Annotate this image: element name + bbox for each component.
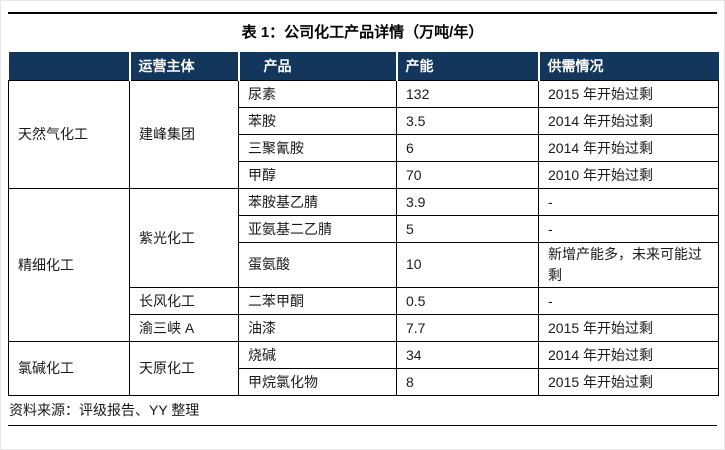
product-cell: 烧碱 <box>238 340 397 369</box>
product-cell: 蛋氨酸 <box>238 241 397 288</box>
product-cell: 苯胺 <box>238 106 397 135</box>
product-cell: 亚氨基二乙腈 <box>238 214 397 243</box>
product-cell: 尿素 <box>238 79 397 108</box>
supply-cell: 2015 年开始过剩 <box>538 367 719 396</box>
operator-cell: 紫光化工 <box>129 187 239 288</box>
operator-cell: 天原化工 <box>129 340 239 396</box>
table-row: 长风化工 二苯甲酮 0.5 - <box>9 286 719 315</box>
table-row: 三聚氰胺 6 2014 年开始过剩 <box>9 133 719 162</box>
supply-cell: 2014 年开始过剩 <box>538 340 719 369</box>
capacity-cell: 7.7 <box>396 313 539 342</box>
bottom-rule <box>8 424 717 426</box>
operator-cell: 建峰集团 <box>129 79 239 189</box>
table-row: 蛋氨酸 10 新增产能多，未来可能过剩 <box>9 241 719 288</box>
table-row: 甲烷氯化物 8 2015 年开始过剩 <box>9 367 719 396</box>
col-header-capacity: 产能 <box>395 52 539 80</box>
supply-cell: 2015 年开始过剩 <box>538 79 719 108</box>
table-row: 苯胺 3.5 2014 年开始过剩 <box>9 106 719 135</box>
top-rule <box>8 12 717 14</box>
chemical-products-table: 运营主体 产品 产能 供需情况 天然气化工 建峰集团 尿素 132 2015 年… <box>8 52 719 396</box>
col-header-supply: 供需情况 <box>537 52 719 80</box>
table-header: 运营主体 产品 产能 供需情况 <box>8 52 719 80</box>
category-cell: 天然气化工 <box>8 79 130 189</box>
category-cell: 氯碱化工 <box>8 340 130 396</box>
supply-cell: - <box>538 187 719 216</box>
capacity-cell: 8 <box>396 367 539 396</box>
capacity-cell: 132 <box>396 79 539 108</box>
capacity-cell: 3.5 <box>396 106 539 135</box>
supply-cell: 新增产能多，未来可能过剩 <box>538 241 719 288</box>
supply-cell: - <box>538 214 719 243</box>
category-cell: 精细化工 <box>8 187 130 342</box>
supply-cell: 2014 年开始过剩 <box>538 106 719 135</box>
table-row: 精细化工 紫光化工 苯胺基乙腈 3.9 - <box>8 187 719 342</box>
capacity-cell: 3.9 <box>396 187 539 216</box>
supply-cell: 2015 年开始过剩 <box>538 313 719 342</box>
capacity-cell: 34 <box>396 340 539 369</box>
capacity-cell: 6 <box>396 133 539 162</box>
supply-cell: 2014 年开始过剩 <box>538 133 719 162</box>
table-body: 天然气化工 建峰集团 尿素 132 2015 年开始过剩 苯胺 3.5 2014… <box>8 79 719 396</box>
capacity-cell: 10 <box>396 241 539 288</box>
col-header-product: 产品 <box>237 52 397 80</box>
capacity-cell: 5 <box>396 214 539 243</box>
col-header-operator: 运营主体 <box>128 52 239 80</box>
table-row: 渝三峡 A 油漆 7.7 2015 年开始过剩 <box>9 313 719 342</box>
table-row: 氯碱化工 天原化工 烧碱 34 2014 年开始过剩 <box>8 340 719 396</box>
capacity-cell: 0.5 <box>396 286 539 315</box>
capacity-cell: 70 <box>396 160 539 189</box>
table-row: 天然气化工 建峰集团 尿素 132 2015 年开始过剩 <box>8 79 719 189</box>
header-row: 运营主体 产品 产能 供需情况 <box>8 52 719 80</box>
product-cell: 二苯甲酮 <box>238 286 397 315</box>
operator-cell: 长风化工 <box>129 286 239 315</box>
product-cell: 三聚氰胺 <box>238 133 397 162</box>
table-title: 表 1：公司化工产品详情（万吨/年） <box>241 24 484 41</box>
product-cell: 甲醇 <box>238 160 397 189</box>
operator-cell: 渝三峡 A <box>129 313 239 342</box>
product-cell: 甲烷氯化物 <box>238 367 397 396</box>
source-note: 资料来源：评级报告、YY 整理 <box>9 401 200 418</box>
product-cell: 苯胺基乙腈 <box>238 187 397 216</box>
supply-cell: - <box>538 286 719 315</box>
product-cell: 油漆 <box>238 313 397 342</box>
col-header-category <box>8 52 130 80</box>
supply-cell: 2010 年开始过剩 <box>538 160 719 189</box>
